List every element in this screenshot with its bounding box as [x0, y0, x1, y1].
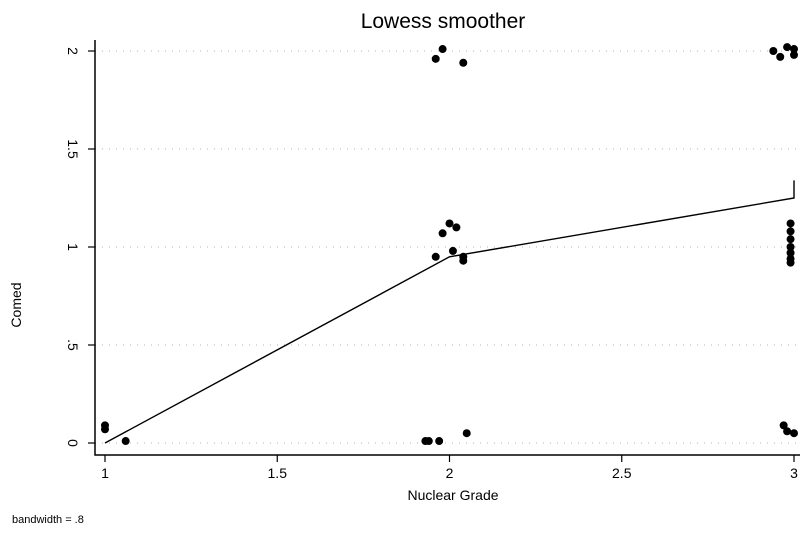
data-point [121, 437, 130, 446]
data-point [459, 252, 468, 261]
data-point [786, 248, 795, 257]
data-point [452, 223, 461, 232]
y-tick-label: .5 [65, 339, 81, 351]
data-point [101, 425, 109, 434]
y-tick-label: 0 [65, 439, 81, 447]
lowess-smoother-layer [104, 180, 795, 444]
y-tick-label: 2 [65, 47, 81, 55]
data-point [786, 219, 795, 228]
lowess-smoother-line [104, 180, 795, 444]
data-point [783, 43, 792, 52]
data-point [786, 258, 795, 267]
data-point [786, 243, 795, 251]
data-point [431, 54, 440, 63]
grid-lines [95, 50, 800, 444]
data-point [438, 229, 447, 238]
data-point [776, 52, 785, 61]
data-point [790, 45, 798, 54]
x-axis-ticks: 1 1.5 2 2.5 3 [101, 455, 798, 481]
data-point [431, 252, 440, 261]
data-point [779, 421, 788, 430]
bandwidth-note: bandwidth = .8 [12, 514, 84, 526]
data-point [783, 427, 792, 436]
x-tick-label: 2.5 [612, 465, 632, 481]
data-point [435, 437, 444, 446]
y-axis-label: Comed [8, 282, 24, 327]
data-point [424, 437, 433, 446]
data-point [445, 219, 454, 228]
x-tick-label: 1 [101, 465, 109, 481]
x-tick-label: 1.5 [268, 465, 288, 481]
data-point [786, 227, 795, 236]
y-tick-label: 1 [65, 243, 81, 251]
chart-title: Lowess smoother [361, 10, 526, 33]
x-axis-label: Nuclear Grade [407, 487, 498, 503]
y-axis-ticks: 0 .5 1 1.5 2 [65, 47, 95, 447]
x-tick-label: 3 [790, 465, 798, 481]
data-point [790, 429, 798, 438]
data-point [786, 235, 795, 244]
data-point [438, 45, 447, 54]
y-tick-label: 1.5 [65, 139, 81, 159]
data-point [769, 47, 778, 55]
data-point [459, 58, 468, 67]
plot-axes [94, 40, 800, 456]
data-point [448, 246, 457, 255]
data-point [790, 50, 798, 59]
data-point [462, 429, 471, 438]
data-points [101, 43, 798, 446]
x-tick-label: 2 [446, 465, 454, 481]
